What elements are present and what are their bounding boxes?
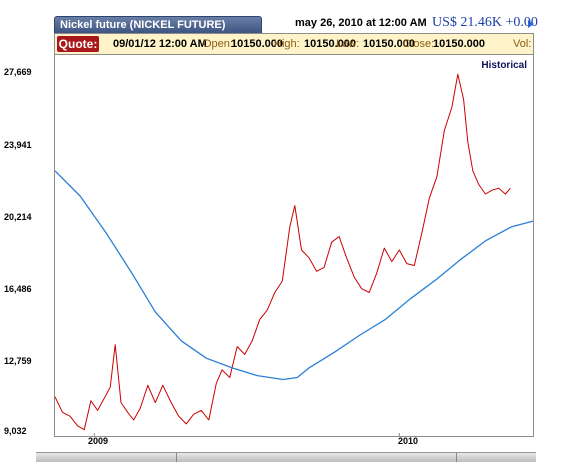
instrument-title: Nickel future (NICKEL FUTURE) xyxy=(60,19,226,31)
historical-label[interactable]: Historical xyxy=(481,60,527,71)
scrollbar-divider xyxy=(456,453,457,462)
x-tick-label: 2009 xyxy=(88,436,109,446)
y-tick-label: 12,759 xyxy=(4,356,32,366)
chart-frame: Historical xyxy=(54,55,534,437)
quote-low-value: 10150.000 xyxy=(363,38,415,50)
y-tick-label: 9,032 xyxy=(4,426,27,436)
x-tick-label: 2010 xyxy=(398,436,419,446)
quote-high-value: 10150.000 xyxy=(304,38,356,50)
quote-vol-label: Vol: xyxy=(513,38,532,50)
header-date: may 26, 2010 at 12:00 AM xyxy=(295,17,427,29)
quote-low-label: Low: xyxy=(336,38,360,50)
play-arrow-icon[interactable] xyxy=(528,20,534,28)
scrollbar-divider xyxy=(176,453,177,462)
quote-open-label: Open: xyxy=(203,38,233,50)
quote-open-value: 10150.000 xyxy=(231,38,283,50)
y-tick-label: 16,486 xyxy=(4,284,32,294)
bottom-scrollbar[interactable] xyxy=(36,452,536,462)
header-price: US$ 21.46K +0.00 xyxy=(432,15,538,30)
quote-close-label: Close: xyxy=(403,38,435,50)
quote-badge: Quote: xyxy=(57,36,99,52)
y-tick-label: 20,214 xyxy=(4,212,32,222)
quote-high-label: High: xyxy=(274,38,300,50)
quote-close-value: 10150.000 xyxy=(433,38,485,50)
y-tick-label: 23,941 xyxy=(4,140,32,150)
instrument-title-tab: Nickel future (NICKEL FUTURE) xyxy=(54,16,262,33)
quote-datetime: 09/01/12 12:00 AM xyxy=(113,38,207,50)
y-tick-label: 27,669 xyxy=(4,67,32,77)
moving-average-line xyxy=(54,170,534,381)
quote-bar: Quote: 09/01/12 12:00 AM Open: 10150.000… xyxy=(54,33,534,55)
price-series-line xyxy=(54,73,511,431)
